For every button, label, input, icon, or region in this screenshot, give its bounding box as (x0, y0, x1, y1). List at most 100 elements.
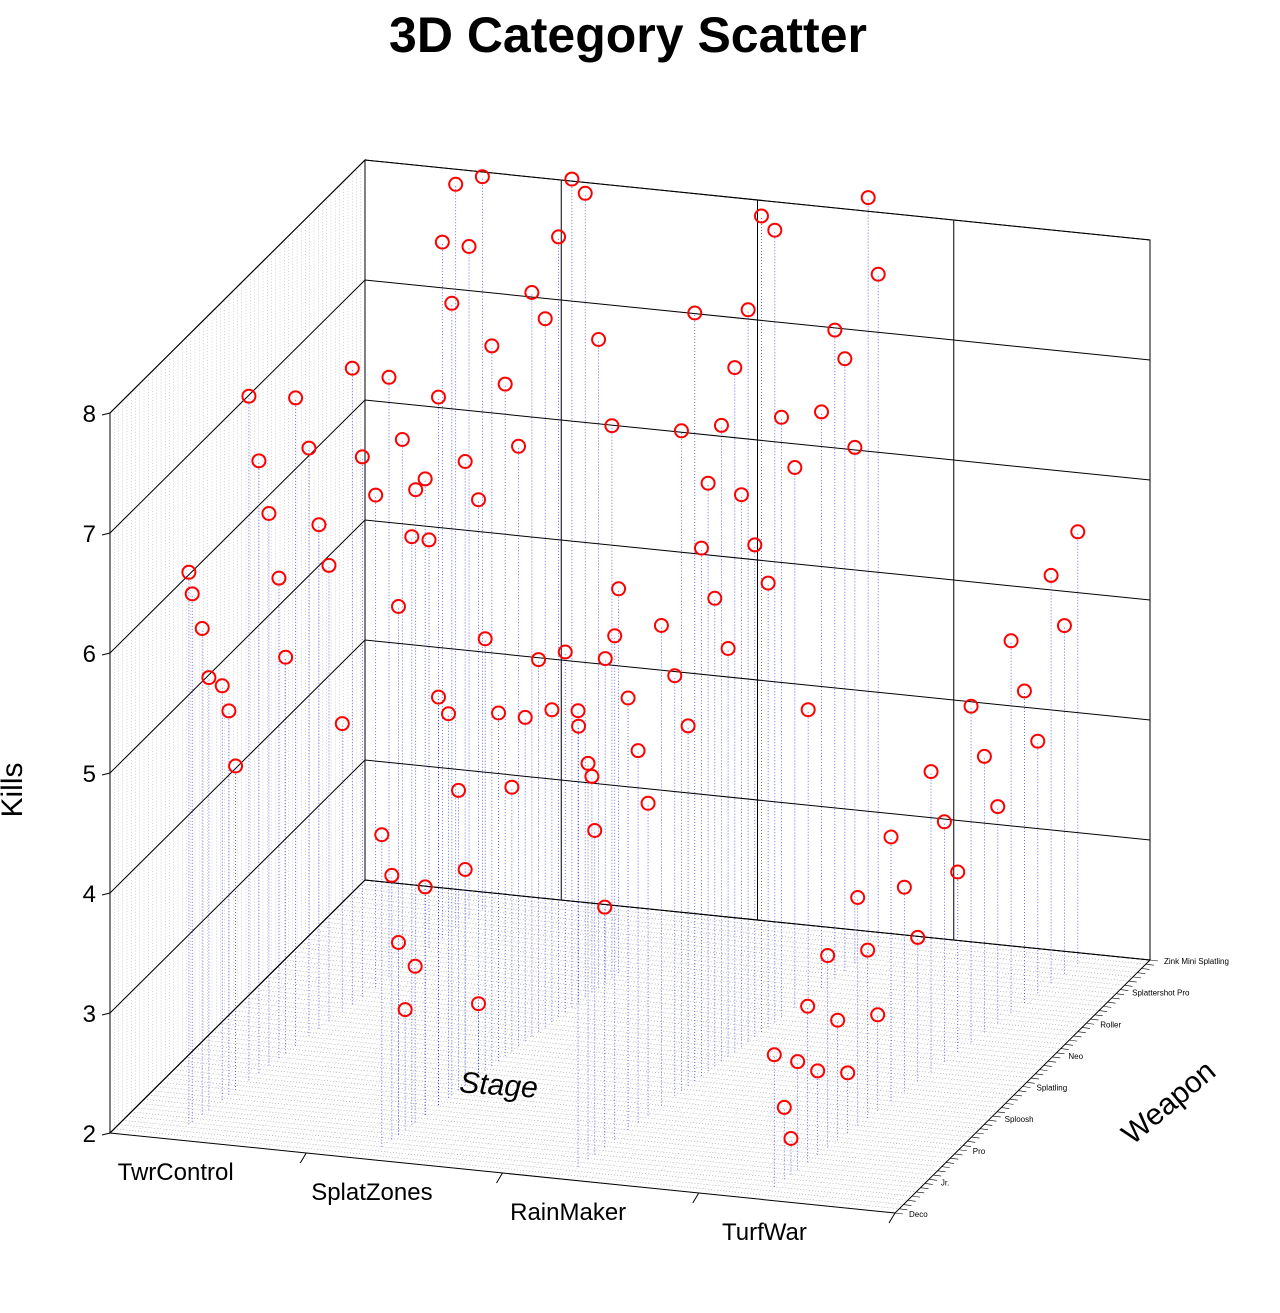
weapon-tick-mark (1073, 1035, 1082, 1038)
data-point (611, 581, 627, 597)
data-point (847, 439, 863, 455)
weapon-tick-mark (1090, 1018, 1099, 1021)
data-point (271, 570, 287, 586)
weapon-tick-mark (1077, 1031, 1086, 1033)
weapon-tick-mark (954, 1153, 963, 1156)
floor-grid-line (502, 919, 758, 1174)
x-axis-title: Stage (458, 1066, 539, 1104)
floor-grid-line (216, 1027, 1002, 1108)
floor-grid-line (322, 921, 1108, 1003)
data-point (700, 475, 716, 491)
data-point (747, 537, 763, 553)
data-point (787, 460, 803, 475)
floor-grid-line (164, 885, 421, 1139)
floor-grid-line (131, 1111, 917, 1193)
data-point (830, 1012, 846, 1028)
floor-grid-line (306, 899, 562, 1154)
floor-grid-line (737, 943, 994, 1198)
x-tick-label: TurfWar (722, 1219, 807, 1246)
weapon-tick-mark (1107, 1001, 1116, 1004)
floor-grid-line (832, 953, 1088, 1207)
floor-grid (108, 879, 1152, 1214)
data-point (241, 388, 257, 404)
data-point (421, 532, 437, 548)
data-point (278, 649, 294, 665)
weapon-tick-mark (950, 1157, 959, 1160)
z-tick-mark (101, 1132, 111, 1136)
x-tick-mark (888, 1212, 896, 1224)
weapon-tick-mark (937, 1170, 946, 1173)
weapon-tick-mark (894, 1212, 904, 1215)
chart-title: 3D Category Scatter (389, 7, 867, 63)
floor-grid-line (565, 926, 821, 1180)
floor-grid-line (220, 1023, 1006, 1104)
floor-grid-line (207, 1035, 993, 1117)
floor-grid-line (194, 1048, 981, 1129)
weapon-tick-mark (1022, 1086, 1031, 1088)
data-point (430, 689, 446, 705)
data-point (497, 376, 513, 392)
floor-grid-line (190, 1052, 976, 1134)
floor-grid-line (667, 936, 923, 1190)
weapon-tick-mark (1009, 1098, 1018, 1101)
y-axis-title: Weapon (1116, 1054, 1222, 1151)
data-point (354, 449, 370, 465)
data-point (713, 417, 729, 433)
floor-grid-line (309, 934, 1095, 1016)
data-point (767, 222, 783, 238)
floor-grid-line (177, 1065, 964, 1146)
floor-grid-line (196, 888, 452, 1142)
data-point (727, 360, 743, 376)
weapon-tick-mark (1005, 1103, 1014, 1105)
data-point (457, 454, 473, 469)
floor-grid-line (557, 925, 813, 1179)
data-point (936, 814, 952, 830)
data-point (707, 590, 723, 606)
floor-grid-line (345, 903, 601, 1158)
data-point (407, 958, 423, 974)
floor-grid-line (296, 947, 1083, 1028)
data-point (950, 864, 966, 880)
x-tick-label: SplatZones (311, 1179, 432, 1206)
data-point (417, 471, 433, 487)
floor-grid-line (305, 938, 1091, 1020)
floor-grid-line (706, 940, 962, 1194)
floor-grid-line (318, 926, 1104, 1007)
weapon-tick-mark (1069, 1039, 1078, 1042)
weapon-tick-mark (967, 1141, 976, 1143)
data-point (860, 942, 876, 958)
weapon-tick-mark (984, 1124, 993, 1126)
data-point (397, 1002, 413, 1018)
data-point (451, 782, 467, 798)
data-point (537, 311, 553, 327)
data-point (441, 706, 456, 722)
z-tick-label: 3 (83, 1001, 96, 1028)
weapon-tick-mark (1018, 1090, 1027, 1093)
weapon-tick-label: Pro (973, 1147, 986, 1156)
data-point (194, 621, 210, 636)
data-point (531, 652, 547, 668)
floor-grid-line (165, 1077, 951, 1159)
data-point (381, 369, 397, 385)
weapon-tick-label: Roller (1100, 1020, 1121, 1029)
floor-grid-line (271, 972, 1057, 1054)
data-point (766, 1047, 782, 1063)
weapon-tick-mark (1145, 963, 1154, 966)
weapon-tick-mark (975, 1132, 984, 1135)
floor-grid-line (182, 1061, 968, 1142)
data-point (800, 998, 816, 1014)
weapon-tick-mark (1030, 1077, 1040, 1080)
floor-grid-line (156, 1086, 942, 1167)
floor-grid-line (258, 985, 1044, 1066)
data-point (374, 827, 390, 843)
data-point (461, 239, 477, 254)
data-point (390, 935, 406, 950)
data-point (620, 690, 636, 706)
data-point (517, 709, 533, 725)
data-point (321, 557, 337, 573)
data-point (571, 718, 587, 734)
data-point (820, 948, 836, 964)
weapon-tick-mark (924, 1183, 933, 1185)
weapon-tick-mark (945, 1162, 955, 1164)
